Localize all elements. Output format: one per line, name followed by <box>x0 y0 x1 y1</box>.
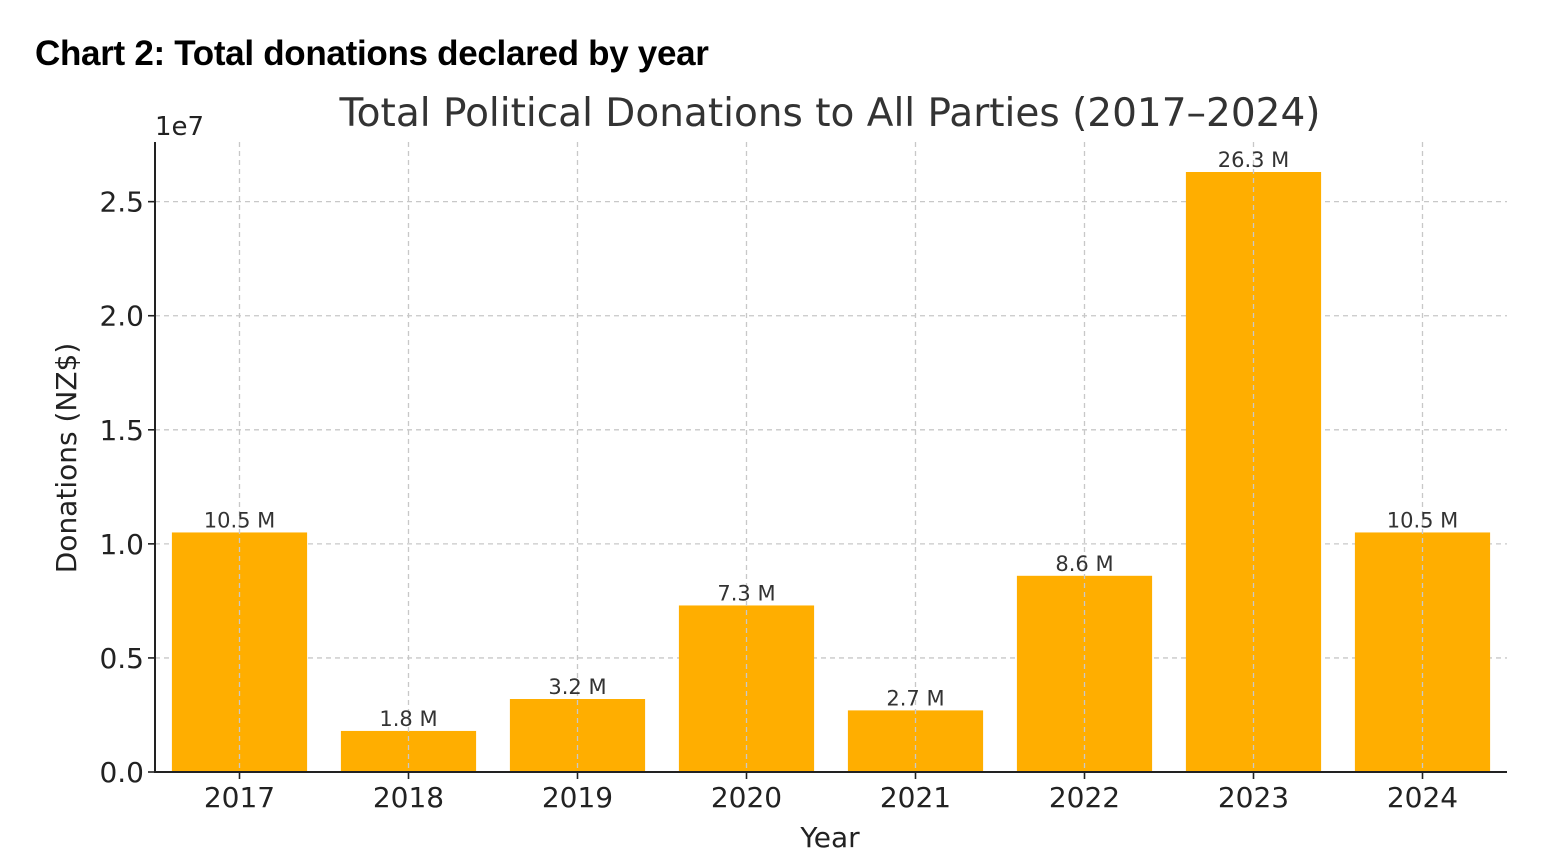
y-tick-label: 2.5 <box>99 186 144 219</box>
y-tick-label: 2.0 <box>99 300 144 333</box>
y-axis-offset-label: 1e7 <box>155 112 204 142</box>
value-label-2019: 3.2 M <box>548 675 606 699</box>
y-tick-label: 1.5 <box>99 414 144 447</box>
axes <box>154 142 1507 773</box>
bar-2017 <box>171 532 308 772</box>
value-label-2022: 8.6 M <box>1055 552 1113 576</box>
ticks: 0.0 0.5 1.0 1.5 2.0 2.5 2017 2018 2019 2020 2021 20… <box>99 186 1458 814</box>
y-tick-label: 1.0 <box>99 528 144 561</box>
page-heading: Chart 2: Total donations declared by yea… <box>35 34 709 73</box>
x-tick-label: 2023 <box>1218 781 1289 814</box>
x-axis-label: Year <box>799 821 860 854</box>
chart-title: Total Political Donations to All Parties… <box>338 91 1320 136</box>
value-label-2024: 10.5 M <box>1387 508 1459 532</box>
x-tick-label: 2022 <box>1049 781 1120 814</box>
bar-2020 <box>678 605 815 772</box>
x-tick-label: 2019 <box>542 781 613 814</box>
bar-value-labels: 10.5 M 1.8 M 3.2 M 7.3 M 2.7 M 8.6 M 26.3 M 10.… <box>204 148 1459 731</box>
vertical-grid <box>238 142 1424 772</box>
value-label-2018: 1.8 M <box>379 707 437 731</box>
x-tick-label: 2018 <box>373 781 444 814</box>
y-tick-label: 0.5 <box>99 642 144 675</box>
x-tick-label: 2020 <box>711 781 782 814</box>
x-tick-label: 2017 <box>204 781 275 814</box>
bar-2024 <box>1354 532 1491 772</box>
bars <box>171 172 1491 772</box>
x-tick-label: 2021 <box>880 781 951 814</box>
y-tick-label: 0.0 <box>99 756 144 789</box>
x-tick-label: 2024 <box>1387 781 1458 814</box>
y-axis-label: Donations (NZ$) <box>50 343 83 574</box>
value-label-2017: 10.5 M <box>204 508 276 532</box>
value-label-2021: 2.7 M <box>886 686 944 710</box>
value-label-2023: 26.3 M <box>1218 148 1290 172</box>
value-label-2020: 7.3 M <box>717 581 775 605</box>
